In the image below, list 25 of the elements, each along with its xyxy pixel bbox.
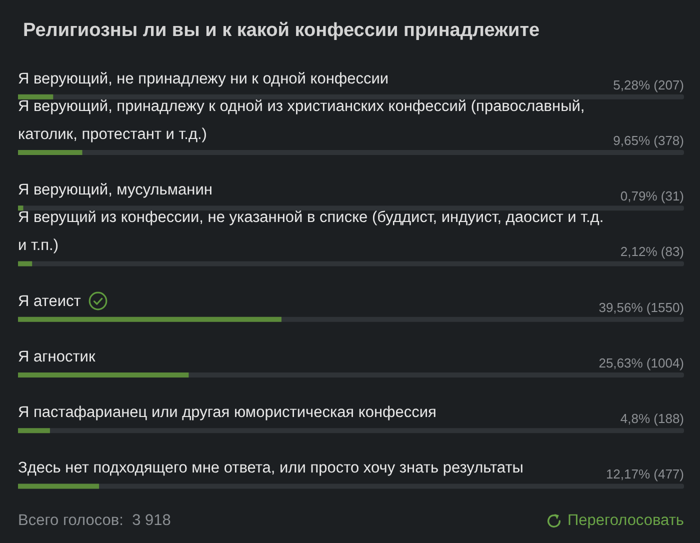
data-label: 0,79% (31): [620, 188, 684, 204]
bar: [18, 150, 82, 155]
bar: [18, 428, 50, 434]
data-label: 12,17% (477): [606, 466, 684, 482]
y-tick-label: Я верующий, принадлежу к одной из христианских конфессий (православный, католик, протестант и т.д.): [18, 98, 585, 143]
y-tick-label: Я верующий, мусульманин: [18, 182, 212, 199]
bar: [18, 484, 100, 489]
data-label: 5,28% (207): [613, 77, 684, 92]
y-tick-label: Я верующий, не принадлежу ни к одной конфессии: [18, 70, 389, 88]
y-tick-label: Я атеист: [18, 292, 81, 310]
data-label: 39,56% (1550): [598, 300, 684, 315]
data-label: 4,8% (188): [620, 411, 684, 426]
y-tick-label: Я агностик: [18, 348, 96, 366]
bar: [18, 261, 32, 266]
bar: [18, 94, 54, 100]
data-label: 25,63% (1004): [598, 355, 684, 370]
bar: [18, 206, 24, 211]
y-tick-label: Я пастафарианец или другая юмористическая конфессия: [18, 404, 436, 422]
data-label: 9,65% (378): [613, 132, 684, 148]
y-tick-label: Здесь нет подходящего мне ответа, или просто хочу знать результаты: [18, 460, 524, 477]
text: Переголосовать: [568, 511, 684, 531]
data-label: 2,12% (83): [620, 244, 684, 260]
y-tick-label: Я верущий из конфессии, не указанной в списке (буддист, индуист, даосист и т.д. и т.п.): [18, 209, 604, 254]
chart-title: Религиозны ли вы и к какой конфессии принадлежите: [23, 20, 540, 41]
text: Всего голосов: 3 918: [18, 511, 171, 531]
